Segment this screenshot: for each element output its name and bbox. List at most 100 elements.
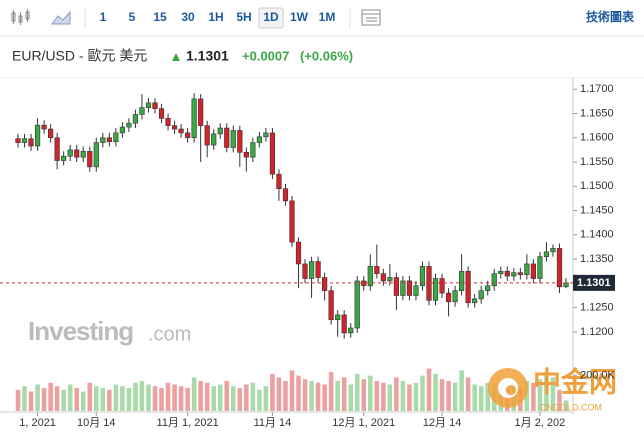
candle-body (250, 142, 256, 158)
candle-body (328, 290, 334, 321)
x-tick-label: 12月 1, 2021 (332, 417, 395, 429)
volume-bar (28, 391, 34, 411)
interval-button[interactable]: 5 (129, 10, 136, 24)
candle-body (198, 98, 204, 126)
interval-button[interactable]: 1W (290, 10, 309, 24)
candle-body (178, 128, 184, 134)
candle-body (204, 125, 210, 146)
volume-bar (446, 380, 451, 411)
volume-bar (472, 384, 477, 411)
volume-bar (407, 384, 412, 411)
candle-body (67, 149, 73, 157)
y-tick-label: 1.1700 (580, 83, 614, 95)
interval-button[interactable]: 1H (208, 10, 223, 24)
candle-body (61, 155, 67, 161)
volume-bar (250, 382, 256, 411)
candle-body (348, 327, 354, 334)
candle-body (74, 149, 80, 158)
volume-bar (120, 386, 125, 411)
price-change: +0.0007 (242, 48, 289, 63)
volume-bar (439, 379, 445, 411)
candle-body (282, 188, 289, 202)
volume-bar (54, 386, 60, 411)
volume-bar (426, 368, 432, 411)
volume-bar (394, 377, 399, 411)
volume-bar (309, 380, 314, 411)
candle-body (54, 137, 60, 161)
volume-bar (172, 384, 177, 411)
candle-body (119, 126, 125, 134)
volume-bar (146, 384, 151, 411)
volume-bar (315, 382, 321, 411)
table-icon[interactable] (361, 9, 381, 26)
candle-body (406, 280, 413, 296)
cngold-logo (488, 368, 528, 408)
volume-bar (74, 388, 80, 411)
candle-body (472, 298, 478, 304)
volume-bar (361, 379, 367, 411)
selected-interval-box (258, 7, 284, 29)
candle-body (126, 122, 132, 128)
interval-button[interactable]: 30 (181, 10, 195, 24)
volume-bar (335, 380, 340, 411)
candle-body (419, 266, 426, 287)
volume-bar (465, 377, 471, 411)
interval-button[interactable]: 5H (236, 10, 251, 24)
volume-bar (381, 382, 386, 411)
candle-body (485, 285, 491, 291)
interval-button[interactable]: 1M (319, 10, 336, 24)
candle-body (465, 270, 471, 304)
candle-body (15, 138, 21, 143)
candle-body (445, 292, 452, 303)
up-arrow (172, 53, 180, 61)
candle-body (491, 273, 497, 287)
price-change-percent: (+0.06%) (300, 48, 353, 63)
last-price: 1.1301 (186, 48, 229, 64)
candle-body (171, 125, 178, 130)
interval-button[interactable]: 1D (263, 10, 279, 24)
candle-body (87, 151, 93, 168)
volume-bar (15, 389, 21, 411)
volume-bar (537, 379, 543, 411)
volume-bar (289, 370, 295, 411)
watermark-site: 中金网 (533, 365, 617, 397)
x-tick-label: 1月 2, 202 (515, 417, 566, 429)
candle-body (393, 277, 399, 296)
toolbar (0, 0, 644, 36)
candle-body (48, 128, 54, 139)
volume-bar (230, 386, 236, 411)
interval-button[interactable]: 15 (153, 10, 167, 24)
area-icon[interactable] (51, 10, 71, 25)
last-price-box (573, 274, 615, 291)
candle-body (21, 138, 28, 143)
candle-body (80, 151, 86, 158)
volume-bar (244, 384, 249, 411)
watermark-brand-suffix: .com (148, 323, 191, 345)
candle-icon[interactable] (11, 9, 30, 25)
candle-body (152, 102, 158, 109)
volume-bar (204, 382, 210, 411)
volume-bar (348, 384, 354, 411)
y-tick-label: 1.1500 (580, 180, 614, 192)
volume-bar (152, 386, 158, 411)
volume-bar (211, 386, 217, 411)
volume-bar (87, 382, 93, 411)
candle-body (459, 270, 465, 291)
volume-bar (524, 380, 530, 411)
candle-body (224, 127, 230, 148)
candle-body (322, 277, 328, 291)
candle-body (478, 290, 484, 300)
x-tick-label: 11月 14 (254, 417, 292, 429)
watermark-site-url: CNGOLD.COM (540, 402, 602, 412)
volume-bar (165, 382, 171, 411)
volume-bar (302, 379, 308, 411)
volume-bar (354, 373, 360, 411)
volume-bar (459, 370, 464, 411)
candle-body (498, 270, 504, 274)
candle-body (28, 138, 34, 147)
candle-body (269, 132, 276, 175)
candle-body (543, 251, 550, 257)
interval-button[interactable]: 1 (100, 10, 107, 24)
technical-chart-link[interactable]: 技術圖表 (586, 9, 635, 24)
